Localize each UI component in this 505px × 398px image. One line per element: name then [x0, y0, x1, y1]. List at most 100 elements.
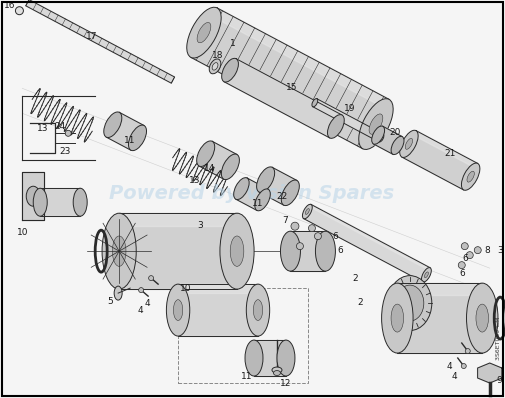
Ellipse shape: [245, 340, 263, 376]
Ellipse shape: [372, 126, 385, 144]
Text: 6: 6: [459, 269, 465, 278]
Text: 11: 11: [124, 136, 136, 145]
Ellipse shape: [234, 178, 249, 199]
Ellipse shape: [166, 284, 190, 336]
Text: 20: 20: [389, 128, 400, 137]
Ellipse shape: [26, 186, 40, 206]
Ellipse shape: [148, 276, 154, 281]
Ellipse shape: [302, 204, 312, 219]
Text: 15: 15: [286, 83, 298, 92]
Text: 3: 3: [497, 246, 502, 255]
Polygon shape: [119, 213, 237, 226]
Ellipse shape: [424, 272, 428, 278]
Text: 21: 21: [444, 149, 456, 158]
Text: 6: 6: [462, 254, 468, 263]
Ellipse shape: [382, 283, 413, 353]
Bar: [178, 288, 308, 383]
Polygon shape: [397, 283, 482, 353]
Ellipse shape: [272, 367, 282, 373]
Ellipse shape: [296, 243, 304, 250]
Text: 19: 19: [344, 104, 356, 113]
Text: 8: 8: [485, 246, 491, 255]
Polygon shape: [414, 131, 478, 168]
Ellipse shape: [139, 288, 143, 293]
Text: 2: 2: [357, 298, 363, 306]
Ellipse shape: [197, 22, 211, 43]
Polygon shape: [40, 188, 80, 216]
Ellipse shape: [221, 154, 239, 179]
Text: 14: 14: [205, 164, 216, 173]
Ellipse shape: [128, 125, 146, 150]
Text: 18: 18: [212, 51, 224, 60]
Polygon shape: [213, 8, 389, 108]
Ellipse shape: [274, 371, 280, 376]
Ellipse shape: [328, 115, 344, 139]
Ellipse shape: [281, 180, 299, 206]
Ellipse shape: [391, 137, 404, 154]
Text: 3S6ET009 GM: 3S6ET009 GM: [496, 316, 501, 360]
Ellipse shape: [114, 286, 122, 300]
Ellipse shape: [388, 276, 432, 331]
Ellipse shape: [458, 261, 465, 269]
Ellipse shape: [222, 59, 238, 82]
Ellipse shape: [396, 285, 424, 321]
Text: 5: 5: [107, 297, 113, 306]
Ellipse shape: [461, 243, 468, 250]
Ellipse shape: [467, 283, 498, 353]
Ellipse shape: [16, 7, 23, 15]
Polygon shape: [224, 59, 342, 138]
Ellipse shape: [212, 62, 218, 70]
Polygon shape: [313, 99, 383, 142]
Ellipse shape: [280, 231, 300, 271]
Text: 16: 16: [4, 1, 15, 10]
Ellipse shape: [230, 236, 244, 266]
Text: Powered by Vision Spares: Powered by Vision Spares: [110, 184, 394, 203]
Text: 13: 13: [189, 176, 201, 185]
Ellipse shape: [309, 225, 316, 232]
Polygon shape: [478, 363, 502, 383]
Text: 17: 17: [86, 32, 98, 41]
Text: 6: 6: [337, 246, 343, 255]
Polygon shape: [22, 172, 44, 220]
Ellipse shape: [254, 300, 263, 320]
Ellipse shape: [467, 171, 474, 182]
Text: 3: 3: [197, 221, 203, 230]
Ellipse shape: [422, 267, 431, 282]
Text: 11: 11: [241, 371, 253, 380]
Text: 10: 10: [180, 284, 192, 293]
Text: 13: 13: [36, 124, 48, 133]
Ellipse shape: [306, 209, 309, 215]
Ellipse shape: [312, 99, 318, 107]
Ellipse shape: [474, 247, 481, 254]
Ellipse shape: [173, 300, 183, 320]
Text: 9: 9: [497, 376, 502, 384]
Polygon shape: [178, 284, 258, 293]
Polygon shape: [304, 205, 430, 282]
Ellipse shape: [369, 114, 383, 134]
Ellipse shape: [466, 252, 473, 259]
Ellipse shape: [461, 363, 466, 369]
Ellipse shape: [73, 188, 87, 216]
Ellipse shape: [257, 167, 275, 193]
Polygon shape: [290, 231, 325, 271]
Polygon shape: [397, 283, 482, 295]
Ellipse shape: [112, 236, 126, 266]
Ellipse shape: [246, 284, 270, 336]
Ellipse shape: [65, 130, 71, 136]
Ellipse shape: [315, 233, 321, 240]
Ellipse shape: [462, 163, 480, 190]
Ellipse shape: [187, 7, 221, 58]
Text: 24: 24: [55, 122, 66, 131]
Polygon shape: [106, 112, 144, 150]
Ellipse shape: [405, 139, 413, 149]
Text: 11: 11: [252, 199, 264, 208]
Polygon shape: [374, 126, 402, 154]
Ellipse shape: [104, 112, 122, 137]
Text: 4: 4: [447, 361, 452, 371]
Polygon shape: [402, 131, 478, 190]
Ellipse shape: [255, 189, 270, 211]
Polygon shape: [191, 8, 389, 149]
Ellipse shape: [196, 141, 215, 166]
Ellipse shape: [316, 231, 335, 271]
Text: 12: 12: [280, 378, 292, 388]
